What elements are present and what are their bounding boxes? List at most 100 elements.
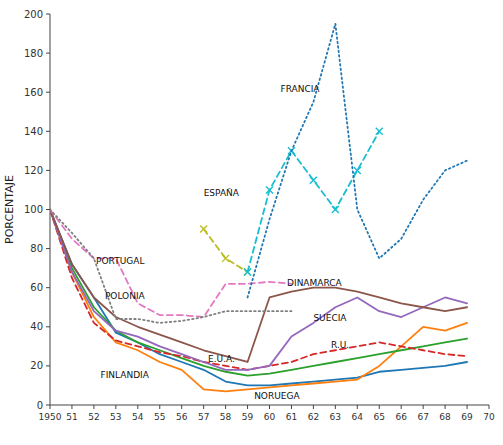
x-tick-label: 54	[132, 412, 144, 422]
series	[50, 210, 291, 323]
y-tick-label: 80	[30, 243, 43, 254]
marker	[200, 226, 207, 233]
annotation: ESPAÑA	[204, 188, 240, 198]
y-tick	[46, 92, 50, 93]
annotation: SUECIA	[313, 313, 347, 323]
y-tick-label: 120	[24, 165, 43, 176]
x-tick	[379, 405, 380, 409]
series	[50, 210, 467, 392]
y-tick	[46, 53, 50, 54]
x-tick-label: 69	[461, 412, 473, 422]
y-axis-label: PORCENTAJE	[3, 175, 16, 244]
line	[50, 210, 291, 318]
x-tick	[445, 405, 446, 409]
x-tick-label: 68	[439, 412, 451, 422]
y-tick-label: 40	[30, 321, 43, 332]
x-tick-label: 62	[308, 412, 319, 422]
x-tick	[335, 405, 336, 409]
marker	[332, 206, 339, 213]
x-tick-label: 53	[110, 412, 121, 422]
x-tick-label: 60	[264, 412, 276, 422]
x-tick-label: 63	[330, 412, 341, 422]
x-tick	[115, 405, 116, 409]
x-tick	[225, 405, 226, 409]
y-tick	[46, 405, 50, 406]
marker	[354, 167, 361, 174]
line	[50, 210, 291, 323]
x-tick	[423, 405, 424, 409]
x-tick	[93, 405, 94, 409]
x-tick	[203, 405, 204, 409]
line	[204, 229, 248, 272]
y-tick-label: 100	[24, 204, 43, 215]
annotation: E.U.A.	[208, 354, 235, 364]
plot-area	[50, 24, 467, 392]
marker	[244, 269, 251, 276]
line	[248, 131, 380, 272]
annotations: FINLANDIA NORUEGA E.U.A. R.U. SUECIA DINAMARC…	[96, 84, 349, 401]
x-tick	[357, 405, 358, 409]
x-tick-label: 65	[374, 412, 385, 422]
marker	[266, 186, 273, 193]
series	[248, 24, 467, 298]
y-tick	[46, 209, 50, 210]
series	[50, 210, 291, 318]
marker	[222, 255, 229, 262]
x-tick-label: 55	[154, 412, 165, 422]
marker	[376, 128, 383, 135]
annotation: NORUEGA	[254, 391, 300, 401]
x-tick-label: 66	[395, 412, 407, 422]
x-tick	[401, 405, 402, 409]
x-tick-label: 52	[88, 412, 99, 422]
y-tick	[46, 170, 50, 171]
chart: 1950515253545556575859606162636465666768…	[0, 0, 503, 445]
line	[248, 24, 467, 298]
x-tick	[313, 405, 314, 409]
x-tick-label: 67	[417, 412, 428, 422]
x-tick	[291, 405, 292, 409]
x-tick	[489, 405, 490, 409]
annotation: POLONIA	[105, 291, 146, 301]
y-tick	[46, 131, 50, 132]
x-tick-label: 57	[198, 412, 209, 422]
y-tick-label: 200	[24, 9, 43, 20]
y-tick	[46, 287, 50, 288]
y-tick-label: 60	[30, 282, 43, 293]
line	[50, 210, 467, 386]
x-tick	[467, 405, 468, 409]
line	[50, 210, 467, 392]
series	[244, 128, 383, 276]
x-tick-label: 64	[352, 412, 364, 422]
axes: 1950515253545556575859606162636465666768…	[24, 9, 495, 423]
annotation: DINAMARCA	[287, 278, 342, 288]
y-tick-label: 0	[37, 400, 43, 411]
y-tick-label: 20	[30, 360, 43, 371]
y-tick	[46, 326, 50, 327]
y-tick	[46, 14, 50, 15]
y-tick-label: 160	[24, 87, 43, 98]
annotation: FINLANDIA	[100, 370, 149, 380]
x-tick-label: 1950	[39, 412, 62, 422]
x-tick-label: 70	[483, 412, 495, 422]
x-tick	[247, 405, 248, 409]
x-tick-label: 56	[176, 412, 188, 422]
annotation: R.U.	[331, 340, 349, 350]
x-tick	[159, 405, 160, 409]
x-tick-label: 61	[286, 412, 297, 422]
annotation: PORTUGAL	[96, 256, 144, 266]
x-tick-label: 51	[66, 412, 77, 422]
x-tick	[181, 405, 182, 409]
x-tick	[269, 405, 270, 409]
y-tick-label: 140	[24, 126, 43, 137]
annotation: FRANCIA	[280, 84, 320, 94]
series	[200, 226, 251, 276]
y-tick	[46, 365, 50, 366]
series	[50, 210, 467, 386]
x-tick	[50, 405, 51, 409]
x-tick	[71, 405, 72, 409]
x-tick	[137, 405, 138, 409]
marker	[310, 177, 317, 184]
y-tick-label: 180	[24, 48, 43, 59]
y-tick	[46, 248, 50, 249]
x-tick-label: 59	[242, 412, 254, 422]
